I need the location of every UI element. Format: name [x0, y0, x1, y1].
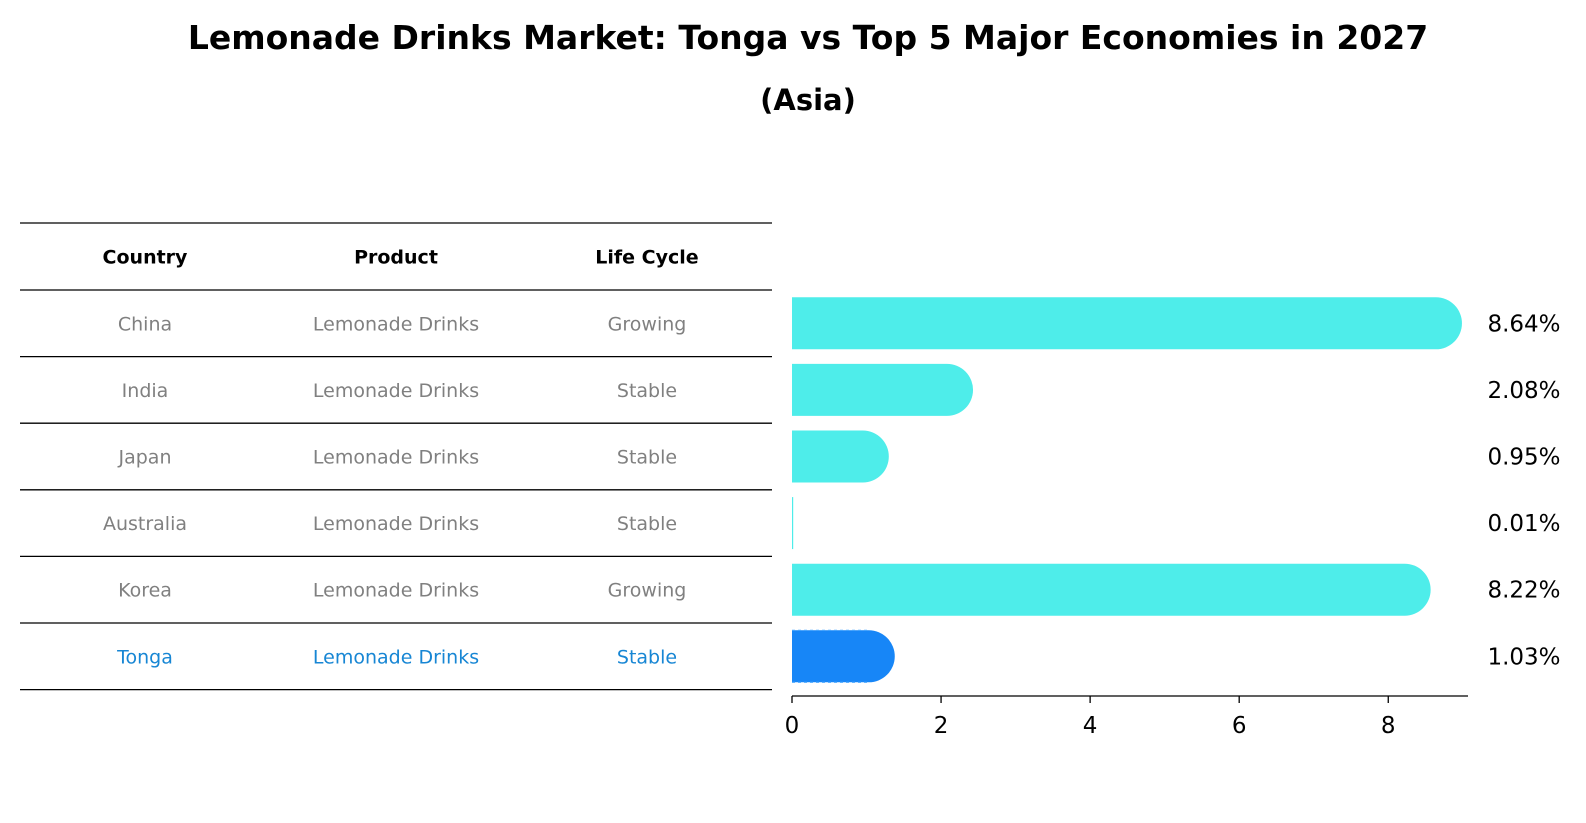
bar-china	[792, 297, 1462, 350]
value-label-australia: 0.01%	[1487, 511, 1560, 537]
table-header-product: Product	[354, 247, 438, 269]
table-cell-country: Australia	[103, 513, 187, 535]
table-cell-country: Korea	[118, 580, 172, 602]
bar-series	[792, 297, 1462, 683]
bar-tonga	[792, 630, 895, 683]
x-tick-label: 4	[1083, 713, 1098, 739]
table-cell-country: India	[122, 380, 169, 402]
bar-highlight-outline	[792, 629, 869, 683]
table-cell-country: China	[118, 313, 172, 335]
table-cell-product: Lemonade Drinks	[313, 646, 479, 668]
value-label-china: 8.64%	[1487, 311, 1560, 337]
table-cell-product: Lemonade Drinks	[313, 580, 479, 602]
x-axis: 0 2 4 6 8	[785, 695, 1468, 739]
bar-australia	[792, 497, 794, 550]
table-header-country: Country	[103, 247, 189, 269]
data-table: Country Product Life Cycle China Lemonade Dr…	[20, 222, 772, 691]
chart-title: Lemonade Drinks Market: Tonga vs Top 5 M…	[188, 18, 1428, 57]
x-tick-label: 8	[1381, 713, 1396, 739]
table-cell-product: Lemonade Drinks	[313, 313, 479, 335]
value-label-japan: 0.95%	[1487, 445, 1560, 471]
table-cell-life-cycle: Stable	[617, 513, 677, 535]
value-labels: 8.64% 2.08% 0.95% 0.01% 8.22% 1.03%	[1487, 311, 1560, 670]
x-tick-label: 2	[934, 713, 949, 739]
table-cell-life-cycle: Stable	[617, 646, 677, 668]
table-cell-product: Lemonade Drinks	[313, 380, 479, 402]
bar-japan	[792, 430, 889, 483]
table-cell-life-cycle: Stable	[617, 447, 677, 469]
value-label-india: 2.08%	[1487, 378, 1560, 404]
table-cell-life-cycle: Growing	[608, 580, 687, 602]
table-cell-life-cycle: Stable	[617, 380, 677, 402]
bar-india	[792, 363, 974, 416]
table-cell-country: Japan	[118, 447, 172, 469]
x-tick-label: 0	[785, 713, 800, 739]
chart-subtitle: (Asia)	[760, 83, 856, 117]
value-label-korea: 8.22%	[1487, 578, 1560, 604]
table-cell-product: Lemonade Drinks	[313, 513, 479, 535]
value-label-tonga: 1.03%	[1487, 644, 1560, 670]
table-cell-life-cycle: Growing	[608, 313, 687, 335]
x-tick-label: 6	[1232, 713, 1247, 739]
table-cell-country: Tonga	[116, 646, 173, 668]
bar-korea	[792, 563, 1431, 616]
table-cell-product: Lemonade Drinks	[313, 447, 479, 469]
table-header-life-cycle: Life Cycle	[595, 247, 698, 269]
